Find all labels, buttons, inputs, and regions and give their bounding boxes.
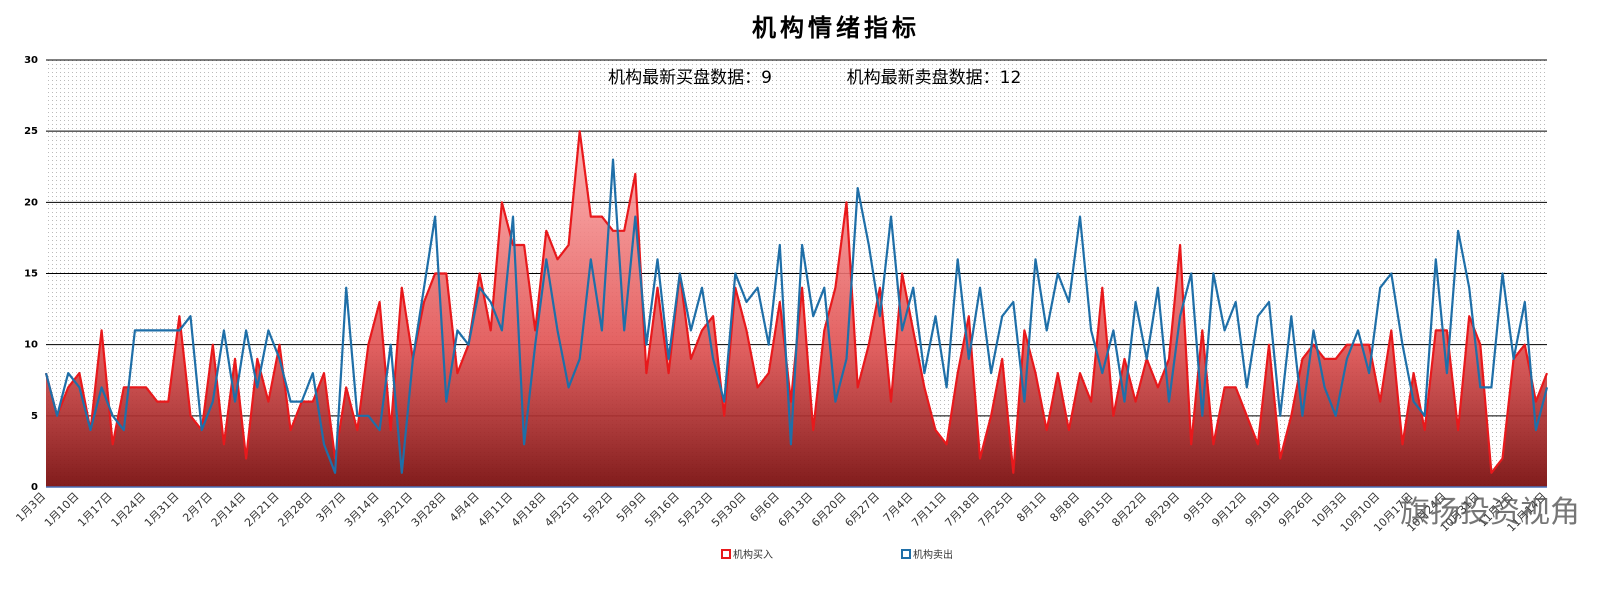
x-tick-label: 7月25日: [976, 490, 1016, 530]
x-tick-label: 4月11日: [476, 490, 516, 530]
x-tick-label: 3月14日: [342, 490, 382, 530]
chart-title: 机构情绪指标: [752, 14, 920, 42]
x-tick-label: 9月19日: [1243, 490, 1283, 530]
x-tick-label: 7月11日: [909, 490, 949, 530]
legend-swatch: [901, 549, 911, 559]
x-tick-label: 3月21日: [375, 490, 415, 530]
x-tick-label: 2月28日: [275, 490, 315, 530]
x-tick-label: 6月13日: [776, 490, 816, 530]
x-tick-label: 5月2日: [581, 490, 616, 525]
x-tick-label: 4月18日: [509, 490, 549, 530]
x-tick-label: 1月10日: [42, 490, 82, 530]
y-tick-label: 0: [31, 482, 38, 493]
watermark: 旗扬投资视角: [1400, 495, 1580, 530]
y-tick-label: 20: [24, 197, 38, 208]
x-tick-label: 4月25日: [542, 490, 582, 530]
x-tick-label: 9月12日: [1209, 490, 1249, 530]
x-tick-label: 2月21日: [242, 490, 282, 530]
y-tick-label: 15: [24, 269, 38, 280]
x-tick-label: 5月23日: [676, 490, 716, 530]
x-tick-label: 8月22日: [1109, 490, 1149, 530]
x-tick-label: 6月27日: [842, 490, 882, 530]
y-tick-label: 25: [24, 126, 38, 137]
x-tick-label: 1月17日: [75, 490, 115, 530]
x-tick-label: 1月31日: [142, 490, 182, 530]
x-tick-label: 2月14日: [209, 490, 249, 530]
area: [46, 131, 1547, 487]
x-tick-label: 9月26日: [1276, 490, 1316, 530]
x-tick-label: 1月24日: [109, 490, 149, 530]
legend-label: 机构买入: [733, 548, 773, 561]
y-tick-label: 10: [24, 340, 38, 351]
annotation: 机构最新买盘数据：9: [608, 68, 772, 88]
y-tick-label: 30: [24, 55, 38, 66]
annotation: 机构最新卖盘数据：12: [847, 68, 1022, 88]
x-tick-label: 8月1日: [1014, 490, 1049, 525]
x-tick-label: 5月30日: [709, 490, 749, 530]
x-tick-label: 3月28日: [409, 490, 449, 530]
legend-swatch: [721, 549, 731, 559]
x-tick-label: 7月18日: [942, 490, 982, 530]
x-tick-label: 8月15日: [1076, 490, 1116, 530]
y-tick-label: 5: [31, 411, 38, 422]
x-tick-label: 5月16日: [642, 490, 682, 530]
line: [44, 158, 1549, 474]
x-tick-label: 6月20日: [809, 490, 849, 530]
legend-label: 机构卖出: [913, 548, 953, 561]
x-tick-label: 8月29日: [1143, 490, 1183, 530]
